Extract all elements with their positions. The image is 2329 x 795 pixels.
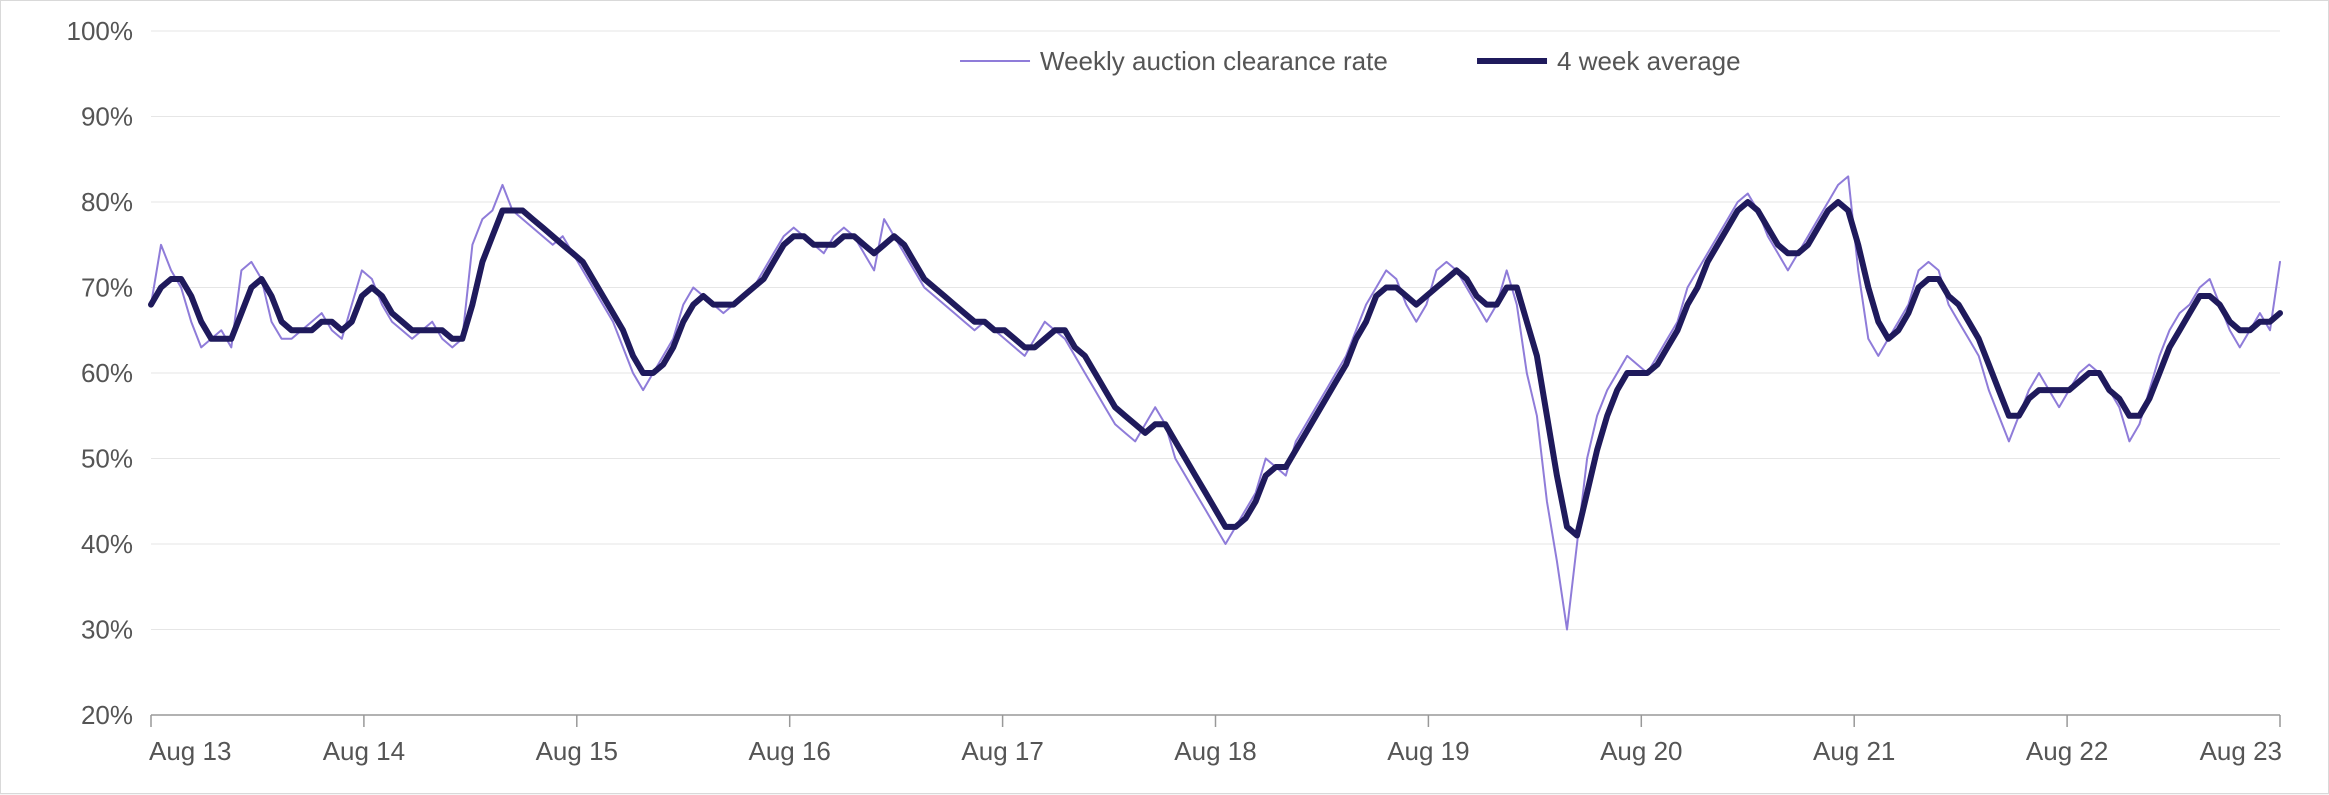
x-tick-label: Aug 14	[323, 736, 405, 766]
y-tick-label: 90%	[81, 102, 133, 132]
x-tick-label: Aug 17	[961, 736, 1043, 766]
x-tick-label: Aug 23	[2200, 736, 2282, 766]
legend-label: Weekly auction clearance rate	[1040, 46, 1388, 76]
x-tick-label: Aug 18	[1174, 736, 1256, 766]
legend-label: 4 week average	[1557, 46, 1741, 76]
x-tick-label: Aug 19	[1387, 736, 1469, 766]
y-tick-label: 100%	[67, 16, 134, 46]
y-tick-label: 70%	[81, 273, 133, 303]
y-tick-label: 50%	[81, 444, 133, 474]
series-line	[151, 176, 2280, 629]
x-axis-labels: Aug 13 Aug 14 Aug 15 Aug 16 Aug 17 Aug 18 Aug …	[149, 736, 2282, 766]
series-line	[151, 202, 2280, 536]
x-tick-label: Aug 16	[748, 736, 830, 766]
y-tick-label: 20%	[81, 700, 133, 730]
y-axis-labels: 20% 30% 40% 50% 60% 70% 80% 90% 100%	[67, 16, 134, 730]
x-tick-label: Aug 22	[2026, 736, 2108, 766]
x-tick-label: Aug 13	[149, 736, 231, 766]
x-tick-label: Aug 15	[536, 736, 618, 766]
y-tick-label: 40%	[81, 529, 133, 559]
y-tick-label: 80%	[81, 187, 133, 217]
line-chart: 20% 30% 40% 50% 60% 70% 80% 90% 100% Aug 13 Aug 14…	[0, 0, 2329, 794]
chart-canvas: 20% 30% 40% 50% 60% 70% 80% 90% 100% Aug 13 Aug 14…	[1, 1, 2329, 795]
x-tick-label: Aug 20	[1600, 736, 1682, 766]
gridlines	[151, 31, 2280, 630]
x-tick-label: Aug 21	[1813, 736, 1895, 766]
legend: Weekly auction clearance rate 4 week aver…	[960, 46, 1741, 76]
y-tick-label: 30%	[81, 615, 133, 645]
y-tick-label: 60%	[81, 358, 133, 388]
